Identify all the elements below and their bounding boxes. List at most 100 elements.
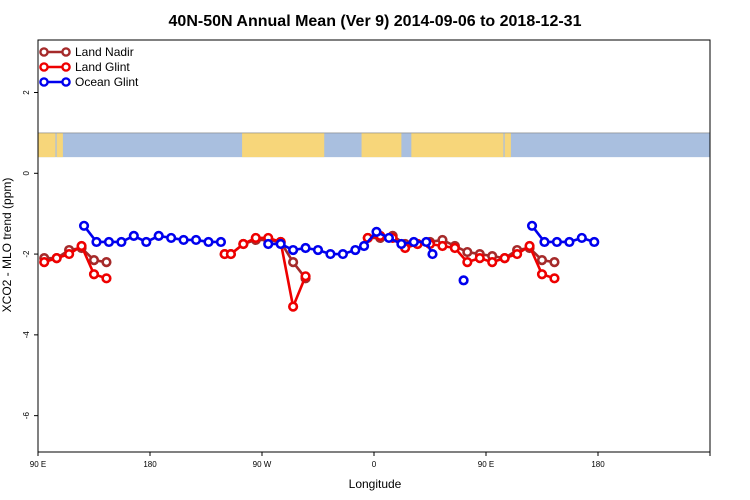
data-point [215, 236, 227, 248]
legend-label: Land Glint [75, 60, 130, 74]
legend-label: Land Nadir [75, 45, 134, 59]
data-point [371, 226, 382, 237]
data-point [166, 232, 177, 244]
legend-marker [61, 47, 71, 57]
data-point [141, 236, 152, 248]
data-point [449, 242, 460, 254]
x-tick-label: 90 W [253, 460, 272, 469]
legend-marker [61, 77, 71, 87]
legend-item: Land Glint [39, 60, 130, 74]
data-point [539, 236, 550, 248]
x-axis-label: Longitude [349, 477, 402, 491]
data-point [288, 301, 299, 312]
data-point [275, 238, 286, 250]
data-point [396, 238, 407, 250]
data-point [408, 236, 419, 248]
legend-label: Ocean Glint [75, 75, 139, 89]
y-tick-label: -2 [22, 250, 31, 258]
data-point [51, 253, 62, 264]
series-ocean-glint [78, 220, 600, 286]
land-japan [504, 132, 511, 158]
data-point [576, 232, 587, 244]
data-point [288, 257, 299, 268]
data-point [499, 253, 510, 264]
y-tick-label: -4 [22, 331, 31, 339]
land-asia [38, 132, 56, 158]
data-point [203, 236, 214, 248]
data-point [549, 273, 560, 284]
chart-title: 40N-50N Annual Mean (Ver 9) 2014-09-06 t… [169, 13, 582, 30]
data-point [78, 220, 90, 231]
land-japan [56, 132, 63, 158]
data-point [325, 248, 336, 260]
data-point [526, 220, 538, 231]
data-point [536, 269, 548, 280]
data-point [64, 248, 75, 260]
data-point [91, 236, 102, 248]
data-point [288, 244, 299, 256]
data-point [312, 244, 324, 256]
data-point [589, 236, 600, 248]
legend-item: Land Nadir [39, 45, 134, 59]
x-tick-label: 90 E [30, 460, 46, 469]
data-point [101, 257, 112, 268]
y-tick-label: 0 [22, 171, 31, 176]
land-north-america [242, 132, 325, 158]
data-point [178, 234, 189, 246]
plot-frame [37, 39, 711, 453]
data-point [564, 236, 575, 248]
data-point [437, 240, 448, 252]
data-point [337, 248, 348, 260]
data-point [76, 240, 87, 252]
data-point [128, 230, 139, 242]
y-tick-label: 2 [22, 90, 31, 95]
y-axis-label: XCO2 - MLO trend (ppm) [0, 178, 14, 313]
data-point [512, 248, 523, 260]
world-map-strip [38, 132, 710, 158]
data-point [536, 255, 548, 266]
data-point [474, 253, 485, 264]
legend-marker [61, 62, 71, 72]
series-layer [39, 220, 600, 312]
data-point [116, 236, 127, 248]
data-point [458, 275, 469, 286]
data-point [190, 234, 202, 246]
data-point [88, 255, 100, 266]
data-point [88, 269, 100, 280]
data-point [524, 240, 535, 252]
data-point [263, 238, 274, 250]
data-point [487, 257, 498, 268]
data-point [350, 244, 361, 256]
data-point [549, 257, 560, 268]
data-point [103, 236, 115, 248]
data-point [551, 236, 563, 248]
data-point [300, 271, 311, 282]
data-point [238, 238, 249, 250]
legend-item: Ocean Glint [39, 75, 139, 89]
x-tick-label: 180 [591, 460, 605, 469]
data-point [358, 240, 370, 252]
data-point [39, 257, 50, 268]
data-point [421, 236, 432, 248]
data-point [250, 232, 261, 244]
legend-marker [39, 62, 49, 72]
data-point [462, 257, 473, 268]
data-point [383, 232, 395, 244]
data-point [427, 248, 438, 260]
legend-marker [39, 47, 49, 57]
land-asia [411, 132, 504, 158]
y-tick-label: -6 [22, 412, 31, 420]
data-point [462, 246, 473, 258]
data-point [153, 230, 164, 242]
data-point [101, 273, 112, 284]
y-axis: 2 0 -2 -4 -6 [22, 90, 38, 419]
legend-marker [39, 77, 49, 87]
x-tick-label: 0 [372, 460, 377, 469]
data-point [300, 242, 311, 254]
x-axis: 90 E 180 90 W 0 90 E 180 [30, 452, 711, 469]
data-point [225, 248, 236, 260]
x-tick-label: 90 E [478, 460, 494, 469]
x-tick-label: 180 [143, 460, 157, 469]
